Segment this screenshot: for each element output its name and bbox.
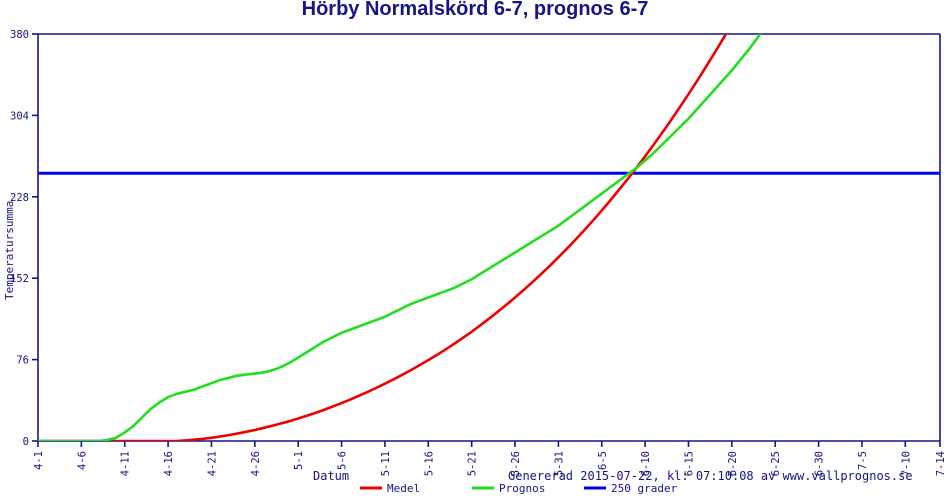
x-tick-label: 6-10 <box>640 451 652 476</box>
x-tick-label: 4-21 <box>206 451 218 476</box>
x-tick-label: 6-15 <box>683 451 695 476</box>
x-tick-label: 6-25 <box>770 451 782 476</box>
x-tick-label: 4-6 <box>76 451 88 470</box>
x-tick-label: 5-21 <box>467 451 479 476</box>
y-axis: 0 76 152 228 304 380 <box>10 29 38 448</box>
x-axis-title: Datum <box>313 469 349 483</box>
x-tick-label: 4-26 <box>250 451 262 476</box>
x-tick-label: 6-30 <box>814 451 826 476</box>
x-tick-label: 4-1 <box>33 451 45 470</box>
x-tick-label: 7-10 <box>900 451 912 476</box>
x-tick-label: 7-14 <box>935 451 947 476</box>
x-tick-label: 6-20 <box>727 451 739 476</box>
x-axis: 4-1 4-6 4-11 4-16 4-21 4-26 5-1 5-6 5-11 5-16 5-21… <box>33 441 947 476</box>
x-tick-label: 4-16 <box>163 451 175 476</box>
chart-title: Hörby Normalskörd 6-7, prognos 6-7 <box>301 0 649 20</box>
legend-label: Medel <box>387 482 420 495</box>
x-tick-label: 5-1 <box>293 451 305 470</box>
series-line-prognos <box>38 34 762 441</box>
x-tick-label: 5-16 <box>423 451 435 476</box>
generated-timestamp: Genererad 2015-07-22, kl: 07:10:08 av ww… <box>508 469 913 483</box>
series-group <box>38 34 940 441</box>
x-tick-label: 5-26 <box>510 451 522 476</box>
x-tick-label: 5-11 <box>380 451 392 476</box>
series-line-medel <box>38 34 728 441</box>
y-tick-label: 380 <box>10 29 29 41</box>
x-tick-label: 4-11 <box>120 451 132 476</box>
y-axis-title: Temperatursumma <box>3 201 16 300</box>
y-tick-label: 0 <box>23 436 29 448</box>
x-tick-label: 5-31 <box>553 451 565 476</box>
chart-legend: Medel Prognos 250 grader <box>360 482 678 495</box>
y-tick-label: 76 <box>16 355 29 367</box>
y-tick-label: 304 <box>10 110 29 122</box>
x-tick-label: 5-6 <box>337 451 349 470</box>
x-tick-label: 6-5 <box>597 451 609 470</box>
legend-label: 250 grader <box>611 482 678 495</box>
x-tick-label: 7-5 <box>857 451 869 470</box>
y-tick-label: 152 <box>10 273 29 285</box>
plot-frame <box>37 33 941 442</box>
y-tick-label: 228 <box>10 192 29 204</box>
legend-label: Prognos <box>499 482 545 495</box>
